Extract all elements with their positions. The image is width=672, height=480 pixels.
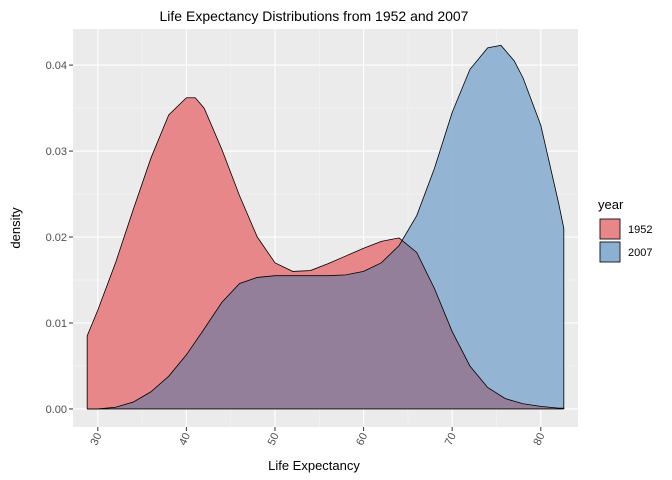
legend-label-2007: 2007 [628, 247, 652, 259]
legend-title: year [598, 197, 624, 212]
y-tick-label: 0.01 [46, 318, 67, 330]
legend-swatch-1952 [599, 218, 621, 240]
x-tick-label: 50 [266, 431, 282, 447]
legend: year 1952 2007 [598, 197, 652, 263]
x-tick-label: 40 [177, 431, 193, 447]
x-tick-label: 70 [443, 431, 459, 447]
density-areas [86, 44, 565, 410]
legend-items: 1952 2007 [599, 218, 652, 263]
legend-label-1952: 1952 [628, 224, 652, 236]
y-tick-label: 0.04 [46, 60, 67, 72]
x-tick-label: 80 [531, 431, 547, 447]
y-axis: 0.00 0.01 0.02 0.03 0.04 [46, 60, 73, 416]
x-tick-label: 30 [88, 431, 104, 447]
chart-title: Life Expectancy Distributions from 1952 … [160, 8, 469, 24]
density-outline-2007 [87, 44, 565, 410]
density-outline-1952 [86, 97, 565, 409]
y-tick-label: 0.03 [46, 146, 67, 158]
legend-swatch-2007 [599, 241, 621, 263]
x-axis: 30 40 50 60 70 80 [88, 427, 548, 447]
y-axis-title: density [8, 207, 23, 249]
x-tick-label: 60 [354, 431, 370, 447]
x-axis-title: Life Expectancy [268, 458, 360, 473]
y-tick-label: 0.00 [46, 404, 67, 416]
y-tick-label: 0.02 [46, 232, 67, 244]
